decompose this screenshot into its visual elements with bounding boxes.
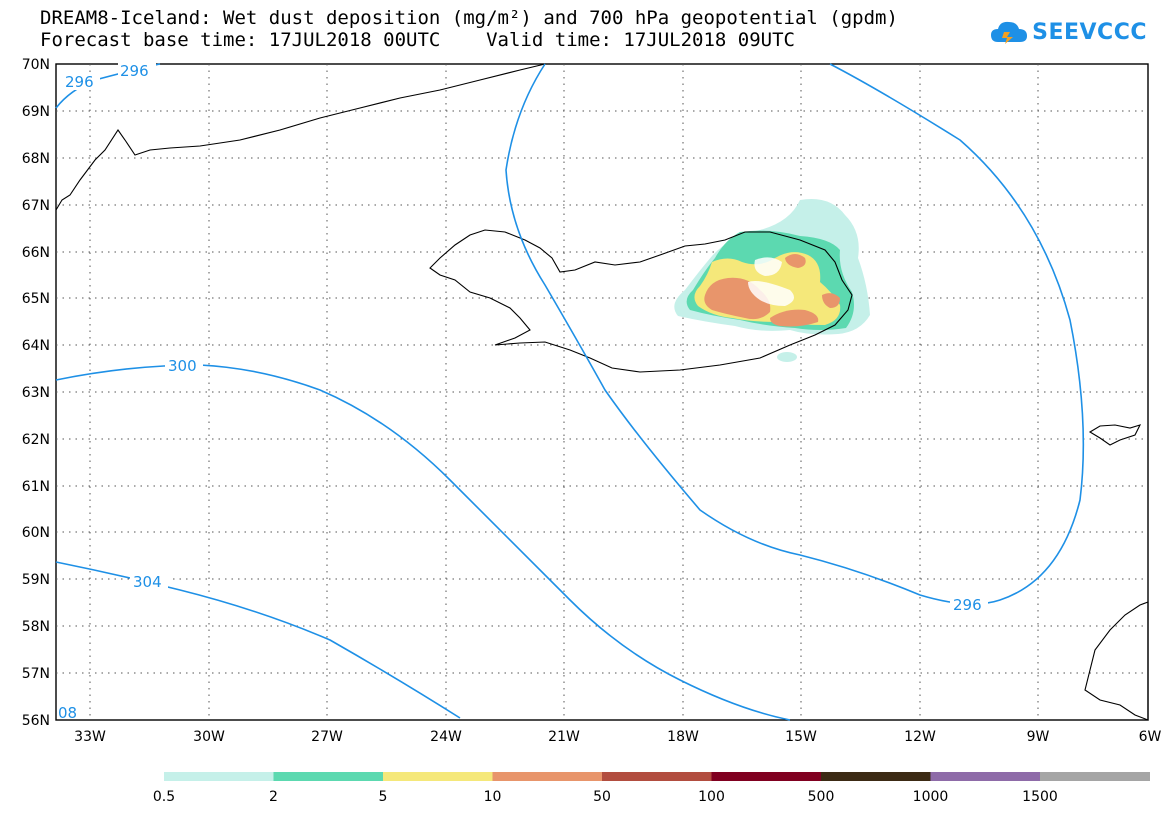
lon-label: 30W [193,729,225,745]
lon-label: 6W [1139,729,1162,745]
colorbar-level-label: 500 [808,789,835,805]
colorbar-swatch [383,772,493,781]
logo-text: SEEVCCC [1032,19,1147,45]
lon-label: 18W [667,729,699,745]
lon-label: 27W [311,729,343,745]
colorbar-level-label: 50 [593,789,611,805]
cloud-icon [991,21,1028,44]
lat-label: 67N [22,198,50,214]
lat-label: 59N [22,572,50,588]
lat-label: 64N [22,338,50,354]
title-line1: DREAM8-Iceland: Wet dust deposition (mg/… [40,7,898,29]
coastlines [55,63,1149,721]
lon-label: 24W [430,729,462,745]
colorbar-level-label: 100 [698,789,725,805]
colorbar-swatch [602,772,712,781]
title-line2: Forecast base time: 17JUL2018 00UTC Vali… [40,29,795,51]
graticule [56,64,1148,720]
lat-label: 61N [22,479,50,495]
lat-label: 66N [22,245,50,261]
colorbar-swatch [821,772,931,781]
lat-label: 60N [22,525,50,541]
lat-label: 56N [22,713,50,729]
colorbar-swatch [273,772,384,781]
lat-label: 63N [22,385,50,401]
lon-label: 15W [785,729,817,745]
colorbar-level-label: 10 [484,789,502,805]
seevccc-logo: SEEVCCC [990,18,1147,46]
colorbar-swatch [711,772,822,781]
dust-deposition-field [674,199,870,362]
contour-label: 296 [65,73,94,91]
lon-labels: 33W 30W 27W 24W 21W 18W 15W 12W 9W 6W [74,729,1161,745]
colorbar-swatch [930,772,1041,781]
lat-label: 68N [22,151,50,167]
lon-label: 12W [904,729,936,745]
lat-label: 62N [22,432,50,448]
colorbar-level-label: 1500 [1022,789,1058,805]
colorbar-level-label: 5 [379,789,388,805]
contour-label: 296 [953,596,982,614]
colorbar-level-label: 2 [269,789,278,805]
colorbar-swatch [164,772,274,781]
contour-label: 304 [133,573,162,591]
lon-label: 21W [548,729,580,745]
contour-label: 08 [58,704,77,722]
colorbar-swatch [492,772,603,781]
contour-label: 296 [120,62,149,80]
lon-label: 33W [74,729,106,745]
colorbar-swatch [1040,772,1150,781]
lat-label: 70N [22,57,50,73]
colorbar-level-label: 0.5 [153,789,175,805]
lat-label: 65N [22,291,50,307]
lat-label: 58N [22,619,50,635]
lat-labels: 70N 69N 68N 67N 66N 65N 64N 63N 62N 61N … [22,57,50,729]
lon-label: 9W [1027,729,1050,745]
contour-label: 300 [168,357,197,375]
lat-label: 57N [22,666,50,682]
colorbar-level-label: 1000 [913,789,949,805]
lat-label: 69N [22,104,50,120]
contour-labels: 296 296 300 304 296 08 [58,60,988,722]
colorbar: 0.5 2 5 10 50 100 500 1000 1500 [153,772,1150,805]
